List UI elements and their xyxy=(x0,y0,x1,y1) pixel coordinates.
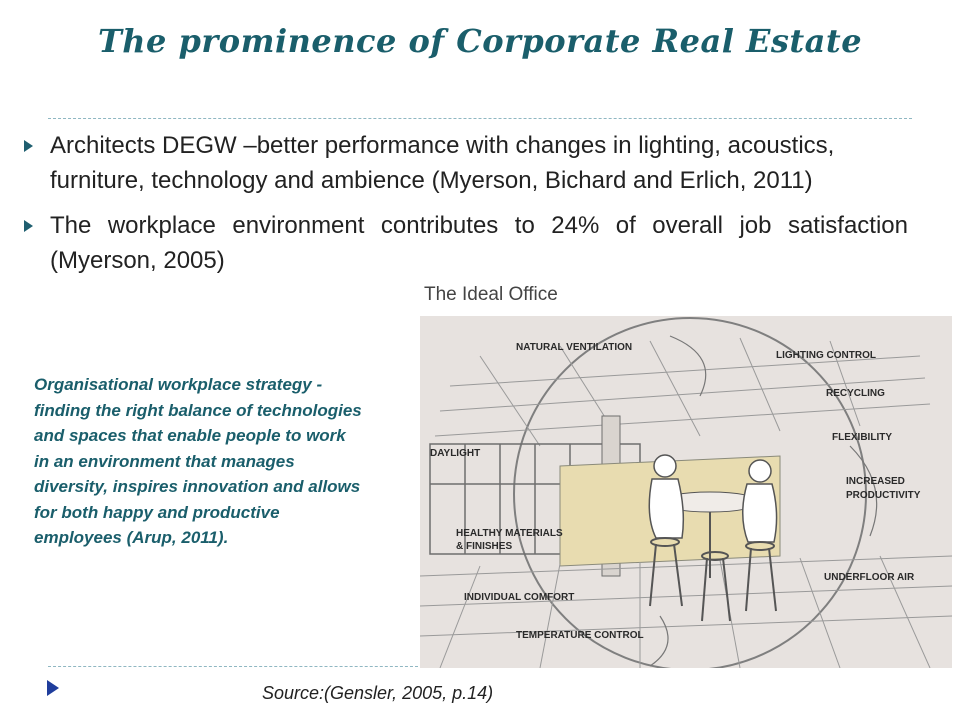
slide-title: The prominence of Corporate Real Estate xyxy=(97,22,863,60)
label-individual-comfort: INDIVIDUAL COMFORT xyxy=(464,592,575,603)
bullet-text: Architects DEGW –better performance with… xyxy=(50,132,835,194)
office-sketch-drawing xyxy=(420,317,952,668)
label-daylight: DAYLIGHT xyxy=(430,448,481,459)
ideal-office-figure: The Ideal Office xyxy=(420,284,952,668)
bullet-list: Architects DEGW –better performance with… xyxy=(16,128,908,288)
office-sketch: NATURAL VENTILATION LIGHTING CONTROL REC… xyxy=(420,316,952,668)
label-increased: INCREASED xyxy=(846,476,905,487)
label-lighting-control: LIGHTING CONTROL xyxy=(776,350,876,361)
bullet-item: Architects DEGW –better performance with… xyxy=(16,128,908,198)
label-healthy-materials: HEALTHY MATERIALS xyxy=(456,528,563,539)
source-citation: Source:(Gensler, 2005, p.14) xyxy=(262,683,494,703)
bullet-triangle-icon xyxy=(24,220,33,232)
bullet-triangle-icon xyxy=(24,140,33,152)
label-recycling: RECYCLING xyxy=(826,388,885,399)
label-underfloor-air: UNDERFLOOR AIR xyxy=(824,572,915,583)
bullet-text: The workplace environment contributes to… xyxy=(50,212,908,274)
top-divider xyxy=(48,118,912,119)
label-natural-ventilation: NATURAL VENTILATION xyxy=(516,342,633,353)
strategy-quote: Organisational workplace strategy -findi… xyxy=(34,375,362,547)
label-finishes: & FINISHES xyxy=(456,541,513,552)
label-flexibility: FLEXIBILITY xyxy=(832,432,892,443)
bullet-item: The workplace environment contributes to… xyxy=(16,208,908,278)
label-productivity: PRODUCTIVITY xyxy=(846,490,921,501)
label-temperature-control: TEMPERATURE CONTROL xyxy=(516,630,644,641)
figure-title: The Ideal Office xyxy=(424,284,558,305)
footer-triangle-icon xyxy=(47,680,59,696)
bottom-divider xyxy=(48,666,418,667)
